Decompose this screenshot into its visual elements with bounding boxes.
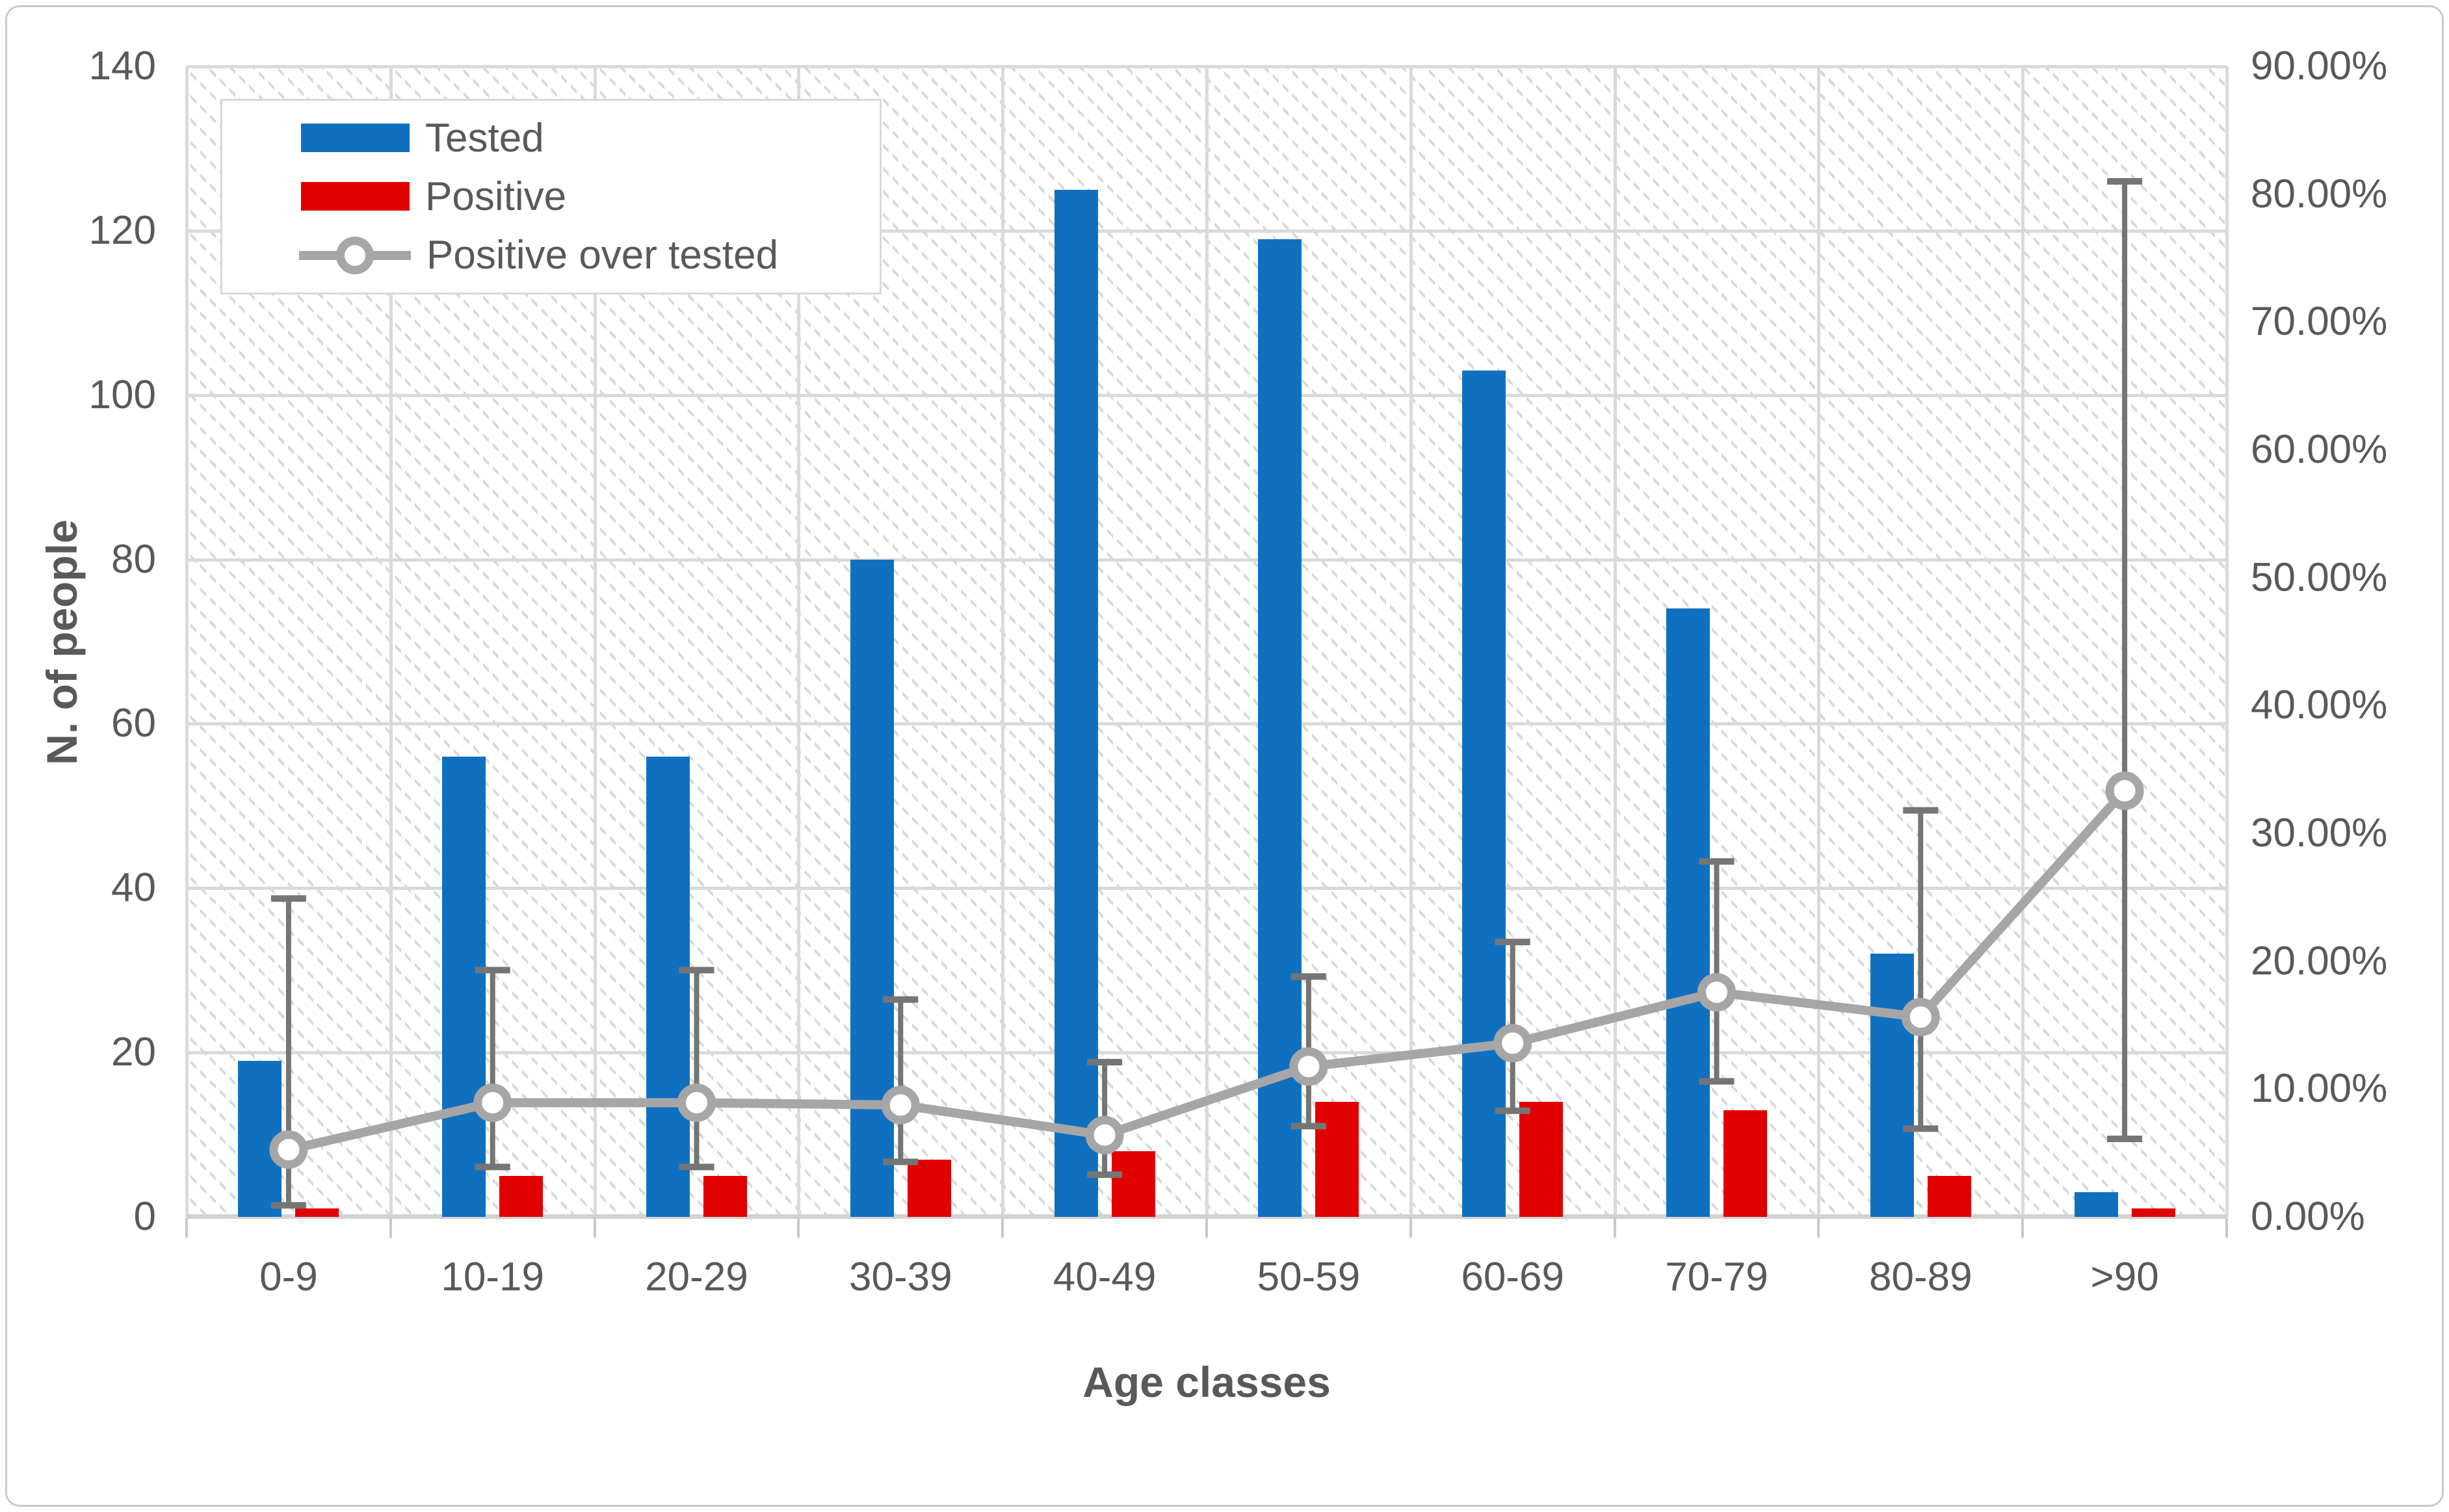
line-marker: [1901, 998, 1940, 1037]
x-axis-tick-mark: [2021, 1218, 2024, 1238]
x-axis-tick-label: 20-29: [645, 1255, 748, 1299]
bar-positive: [1315, 1102, 1359, 1217]
left-axis-tick-label: 40: [111, 865, 156, 911]
x-axis-tick-mark: [1817, 1218, 1820, 1238]
line-marker: [1085, 1115, 1124, 1154]
right-axis-tick-label: 20.00%: [2251, 938, 2388, 984]
x-axis-tick-label: 50-59: [1257, 1255, 1361, 1299]
left-axis-tick-label: 80: [111, 536, 156, 582]
gridline-vertical: [2225, 66, 2229, 1217]
line-marker: [677, 1083, 716, 1122]
x-axis-tick-label: >90: [2090, 1255, 2159, 1299]
left-axis-tick-label: 20: [111, 1030, 156, 1075]
bar-tested: [1666, 608, 1710, 1217]
bar-tested: [1870, 954, 1914, 1217]
figure-border: [5, 5, 2444, 1507]
bar-positive: [499, 1175, 543, 1217]
gridline-vertical: [593, 66, 597, 1217]
bar-positive: [907, 1159, 951, 1217]
legend-ring-icon: [336, 236, 374, 274]
legend-label-ratio: Positive over tested: [426, 233, 779, 278]
line-marker: [2105, 772, 2144, 811]
gridline-vertical: [389, 66, 393, 1217]
x-axis-tick-label: 80-89: [1869, 1255, 1972, 1299]
line-marker: [1493, 1024, 1532, 1063]
left-axis-tick-label: 100: [88, 372, 156, 417]
bar-positive: [703, 1175, 747, 1217]
gridline-vertical: [797, 66, 801, 1217]
bar-tested: [1054, 189, 1098, 1217]
right-axis-tick-label: 10.00%: [2251, 1066, 2388, 1112]
x-axis-tick-label: 10-19: [441, 1255, 544, 1299]
x-axis-tick-mark: [2225, 1218, 2228, 1238]
x-axis-tick-mark: [185, 1218, 188, 1238]
bar-positive: [1723, 1110, 1767, 1217]
legend: Tested Positive Positive over tested: [220, 99, 882, 294]
line-marker: [1697, 972, 1736, 1011]
gridline-vertical: [185, 66, 189, 1217]
right-axis-tick-label: 90.00%: [2251, 44, 2388, 88]
x-axis-tick-label: 40-49: [1053, 1255, 1157, 1299]
x-axis-tick-mark: [797, 1218, 800, 1238]
x-axis-tick-label: 60-69: [1461, 1255, 1564, 1299]
x-axis-tick-mark: [1409, 1218, 1412, 1238]
right-axis-tick-label: 50.00%: [2251, 554, 2388, 600]
legend-swatch-positive-icon: [301, 182, 410, 211]
x-axis-tick-mark: [1205, 1218, 1208, 1238]
bar-positive: [295, 1208, 339, 1217]
gridline-vertical: [1613, 66, 1617, 1217]
bar-tested: [1462, 370, 1506, 1217]
right-axis-tick-label: 0.00%: [2251, 1194, 2365, 1239]
line-marker: [881, 1086, 920, 1125]
bar-positive: [1519, 1102, 1564, 1217]
left-axis-tick-label: 60: [111, 701, 156, 746]
x-axis-line: [187, 1214, 2227, 1219]
left-axis-tick-label: 0: [133, 1194, 156, 1239]
legend-item-ratio: Positive over tested: [222, 227, 880, 284]
x-axis-tick-label: 0-9: [259, 1255, 318, 1299]
plot-area: Tested Positive Positive over tested: [185, 65, 2229, 1219]
legend-item-tested: Tested: [222, 109, 880, 166]
legend-label-positive: Positive: [425, 174, 567, 219]
line-marker: [473, 1083, 512, 1122]
bar-positive: [1927, 1175, 1971, 1217]
x-axis-title: Age classes: [1082, 1358, 1331, 1406]
right-axis-tick-label: 40.00%: [2251, 683, 2388, 728]
legend-line-marker-icon: [299, 236, 411, 274]
x-axis-tick-label: 70-79: [1665, 1255, 1768, 1299]
legend-item-positive: Positive: [222, 168, 880, 225]
bar-positive: [2131, 1208, 2175, 1217]
right-axis-tick-label: 60.00%: [2251, 427, 2388, 472]
gridline-vertical: [1409, 66, 1413, 1217]
bar-tested: [442, 757, 486, 1217]
line-marker: [269, 1130, 308, 1169]
x-axis-tick-mark: [389, 1218, 392, 1238]
gridline-vertical: [1205, 66, 1209, 1217]
x-axis-tick-mark: [1001, 1218, 1004, 1238]
gridline-vertical: [1001, 66, 1005, 1217]
right-axis-tick-label: 30.00%: [2251, 811, 2388, 855]
bar-tested: [646, 757, 690, 1217]
bar-positive: [1111, 1151, 1155, 1217]
right-axis-tick-label: 80.00%: [2251, 171, 2388, 216]
legend-swatch-tested-icon: [301, 124, 410, 153]
right-axis-tick-label: 70.00%: [2251, 299, 2388, 345]
legend-label-tested: Tested: [425, 115, 544, 161]
x-axis-tick-mark: [593, 1218, 596, 1238]
line-layer: [269, 178, 2144, 1209]
gridline-vertical: [1817, 66, 1821, 1217]
ratio-line: [287, 787, 2128, 1154]
left-axis-tick-label: 120: [88, 207, 156, 253]
x-axis-tick-mark: [1613, 1218, 1616, 1238]
left-axis-tick-label: 140: [88, 44, 156, 88]
line-marker: [1289, 1047, 1328, 1086]
bar-tested: [2074, 1192, 2118, 1217]
gridline-vertical: [2021, 66, 2025, 1217]
x-axis-tick-label: 30-39: [849, 1255, 952, 1299]
